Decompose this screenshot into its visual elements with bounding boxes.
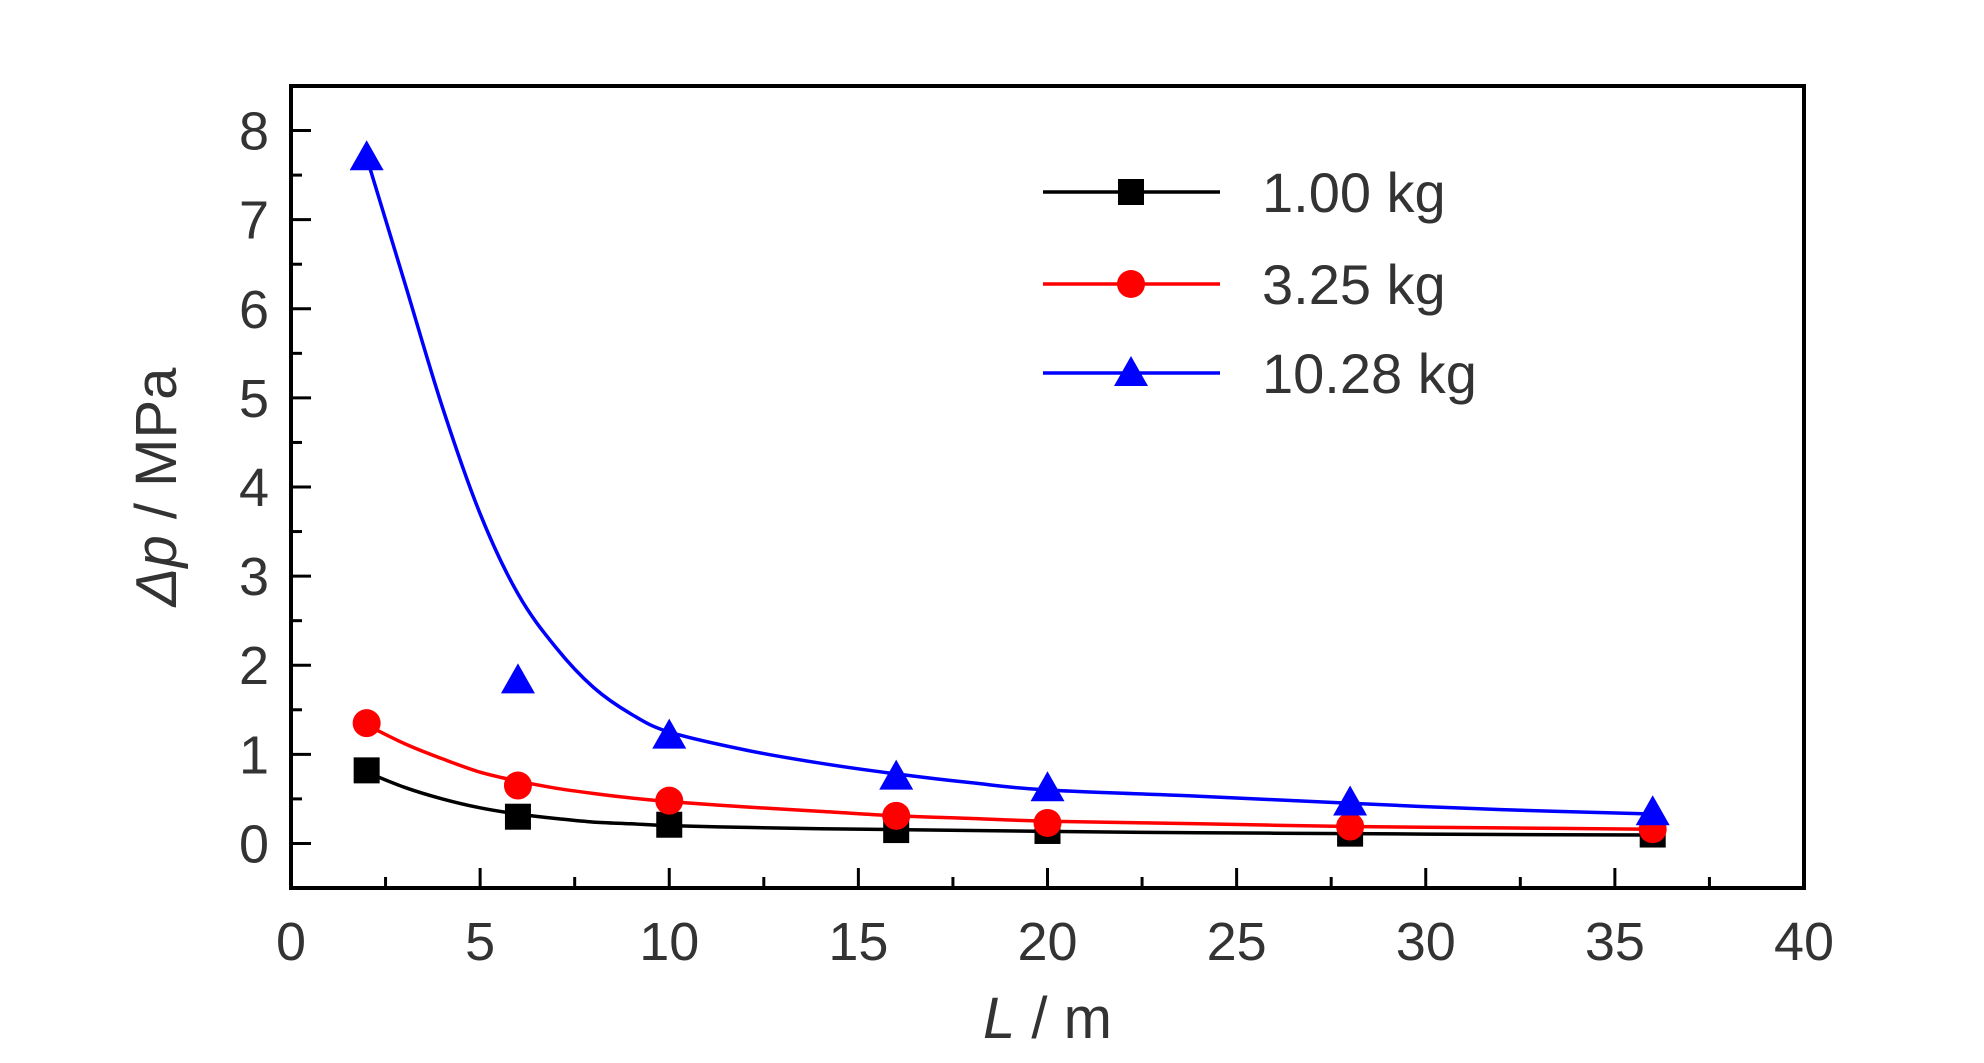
fit-curves: [364, 156, 1653, 837]
data-point: [352, 709, 381, 738]
legend-marker: [1114, 356, 1148, 386]
y-tick-label: 6: [239, 280, 269, 340]
y-tick-label: 1: [239, 725, 269, 785]
legend-label: 3.25 kg: [1262, 253, 1446, 316]
series-line: [364, 156, 1653, 816]
x-tick-label: 40: [1774, 912, 1834, 972]
x-tick-label: 5: [465, 912, 495, 972]
data-point: [1333, 785, 1368, 816]
data-point: [500, 663, 535, 694]
legend-marker: [1117, 270, 1145, 298]
data-points: [349, 140, 1670, 848]
x-tick-label: 20: [1017, 912, 1077, 972]
x-tick-label: 0: [276, 912, 306, 972]
data-point: [652, 718, 687, 749]
x-axis-sep: /: [1015, 986, 1063, 1051]
data-point: [1336, 812, 1365, 841]
y-axis-sep: /: [124, 487, 189, 535]
series-line: [365, 723, 1653, 831]
x-axis-unit: m: [1064, 986, 1112, 1051]
plot-frame: [289, 84, 1806, 890]
data-point: [879, 759, 914, 790]
x-tick-label: 25: [1207, 912, 1267, 972]
tick-labels: 0 5 10 15 20 25 30 35 40 0 1 2 3 4 5 6 7 8: [239, 102, 1834, 972]
data-point: [504, 803, 531, 830]
series-line: [365, 770, 1653, 837]
legend-marker: [1118, 179, 1144, 205]
x-axis-title: L / m: [983, 986, 1112, 1051]
y-axis-title: Δp / MPa: [124, 367, 189, 609]
data-point: [1033, 808, 1062, 837]
y-tick-label: 3: [239, 547, 269, 607]
x-axis-var: L: [983, 986, 1015, 1051]
data-point: [1030, 771, 1065, 802]
y-tick-label: 2: [239, 636, 269, 696]
x-tick-label: 30: [1396, 912, 1456, 972]
data-point: [656, 811, 683, 838]
y-tick-label: 8: [239, 102, 269, 162]
y-axis-var: Δp: [124, 535, 189, 608]
data-point: [1635, 795, 1670, 826]
y-axis-unit: MPa: [124, 367, 189, 487]
data-point: [655, 786, 684, 815]
legend-label: 1.00 kg: [1262, 161, 1446, 224]
data-point: [503, 771, 532, 800]
x-tick-label: 10: [639, 912, 699, 972]
y-tick-label: 5: [239, 369, 269, 429]
data-point: [882, 801, 911, 830]
data-point: [353, 757, 380, 784]
y-tick-label: 4: [239, 458, 269, 518]
y-tick-label: 0: [239, 814, 269, 874]
y-tick-label: 7: [239, 191, 269, 251]
legend: 1.00 kg 3.25 kg 10.28 kg: [1043, 161, 1477, 405]
x-tick-label: 15: [828, 912, 888, 972]
x-tick-label: 35: [1585, 912, 1645, 972]
data-point: [349, 140, 384, 171]
legend-label: 10.28 kg: [1262, 342, 1477, 405]
